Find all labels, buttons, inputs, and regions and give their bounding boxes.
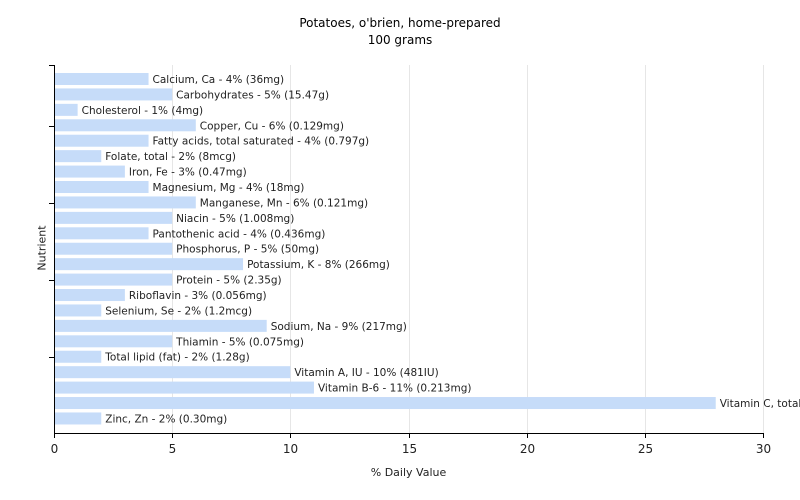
x-axis-label: % Daily Value [370, 466, 447, 479]
bar [54, 134, 149, 147]
bar-label: Selenium, Se - 2% (1.2mcg) [105, 305, 252, 317]
bar-label: Carbohydrates - 5% (15.47g) [176, 89, 329, 101]
bar [54, 397, 716, 410]
bar [54, 165, 125, 178]
bar-label: Folate, total - 2% (8mcg) [105, 151, 236, 163]
chart-subtitle: 100 grams [367, 33, 433, 47]
bar [54, 181, 149, 194]
bar [54, 381, 314, 394]
bar [54, 273, 173, 286]
bar-label: Total lipid (fat) - 2% (1.28g) [104, 352, 249, 364]
bar [54, 73, 149, 85]
bar-label: Zinc, Zn - 2% (0.30mg) [105, 413, 227, 425]
bar-label: Vitamin B-6 - 11% (0.213mg) [318, 383, 472, 395]
bar [54, 119, 196, 132]
x-tick-label: 15 [402, 442, 417, 456]
bar [54, 289, 125, 302]
bar [54, 227, 149, 240]
bar [54, 335, 173, 348]
bar [54, 304, 102, 317]
x-tick-label: 30 [756, 442, 771, 456]
bar [54, 196, 196, 209]
bar [54, 412, 102, 425]
bar-label: Fatty acids, total saturated - 4% (0.797… [153, 136, 370, 148]
bar-label: Potassium, K - 8% (266mg) [247, 259, 390, 271]
bar-label: Pantothenic acid - 4% (0.436mg) [153, 228, 326, 240]
bar-label: Vitamin C, total ascorbic acid - 28% (16… [720, 398, 800, 410]
bar-label: Magnesium, Mg - 4% (18mg) [153, 182, 305, 194]
bar [54, 150, 102, 163]
bar [54, 366, 291, 379]
x-tick-label: 25 [638, 442, 653, 456]
bar [54, 211, 173, 224]
bar-label: Riboflavin - 3% (0.056mg) [129, 290, 267, 302]
bar-label: Copper, Cu - 6% (0.129mg) [200, 120, 344, 132]
bar-label: Protein - 5% (2.35g) [176, 275, 282, 287]
bar-label: Manganese, Mn - 6% (0.121mg) [200, 197, 368, 209]
bar-label: Niacin - 5% (1.008mg) [176, 213, 294, 225]
bar [54, 319, 267, 332]
bar-label: Phosphorus, P - 5% (50mg) [176, 244, 319, 256]
bar-label: Calcium, Ca - 4% (36mg) [153, 74, 285, 86]
bar-label: Cholesterol - 1% (4mg) [82, 105, 204, 117]
bar-label: Iron, Fe - 3% (0.47mg) [129, 167, 247, 179]
y-axis-label: Nutrient [35, 225, 49, 271]
x-tick-label: 10 [283, 442, 298, 456]
chart-title: Potatoes, o'brien, home-prepared [299, 16, 501, 30]
bar-label: Thiamin - 5% (0.075mg) [175, 336, 304, 348]
bar [54, 242, 173, 255]
bar-label: Sodium, Na - 9% (217mg) [271, 321, 407, 333]
x-tick-label: 20 [520, 442, 535, 456]
x-tick-label: 0 [51, 442, 59, 456]
bar [54, 350, 102, 363]
bar [54, 88, 173, 101]
bar [54, 103, 78, 116]
bar-label: Vitamin A, IU - 10% (481IU) [294, 367, 438, 379]
x-tick-label: 5 [169, 442, 177, 456]
bar [54, 258, 244, 271]
